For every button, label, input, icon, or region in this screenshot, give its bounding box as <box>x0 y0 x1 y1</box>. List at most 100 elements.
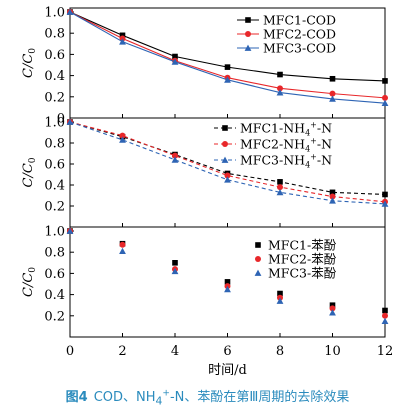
panel-2-series-3-point-2 <box>119 136 126 143</box>
panel-1-y-tick-label-5: 0.2 <box>44 90 65 105</box>
panel-1-legend-label-1: MFC1-COD <box>263 13 336 28</box>
x-tick-label-2: 2 <box>118 344 126 359</box>
panel-2-y-tick-label-2: 0.8 <box>44 137 65 152</box>
chart-figure: 1.00.80.60.40.20C/C0MFC1-CODMFC2-CODMFC3… <box>21 6 394 379</box>
panel-1-legend-marker-3 <box>244 44 252 51</box>
panel-3-series-3-point-2 <box>119 247 126 255</box>
panel-2-y-axis-label: C/C0 <box>21 157 38 187</box>
panel-3-series-1-point-6 <box>329 302 336 308</box>
panel-2-series-3-point-6 <box>329 197 336 204</box>
panel-2-series-1-line <box>69 121 386 195</box>
panel-1-y-tick-label-2: 0.8 <box>44 27 65 42</box>
panel-3-series-2-point-2 <box>119 241 126 248</box>
panel-1-frame <box>69 7 386 119</box>
caption-superscript: + <box>162 388 170 399</box>
panel-1-series-3-point-1 <box>66 8 74 15</box>
panel-3-series-1-point-7 <box>382 307 388 314</box>
panel-3-series-3-point-1 <box>66 227 74 234</box>
panel-2-legend-marker-3 <box>221 156 229 163</box>
panel-3-series-2-point-6 <box>329 305 336 312</box>
panel-3-y-tick-label-5: 0.2 <box>44 309 65 324</box>
panel-1-legend-label-3: MFC3-COD <box>263 41 336 56</box>
panel-2-series-2-point-3 <box>172 152 178 159</box>
panel-1-series-3-point-7 <box>381 99 389 107</box>
panel-3-y-tick-label-2: 0.8 <box>44 246 65 261</box>
panel-2-series-2-point-6 <box>329 193 336 200</box>
panel-2-legend-label-3: MFC3-NH4+-N <box>240 153 332 170</box>
panel-3-y-tick-label-3: 0.6 <box>44 267 65 282</box>
panel-2-series-3-point-1 <box>66 118 74 125</box>
panel-2-series-1-point-7 <box>382 191 388 198</box>
panel-3-series-3-point-4 <box>224 285 231 293</box>
panel-2-legend-marker-1 <box>222 125 228 131</box>
panel-3-series-1-point-3 <box>172 260 178 266</box>
caption-text-after: -N、苯酚在第Ⅲ周期的去除效果 <box>169 390 350 405</box>
caption-text-before: COD、NH <box>93 390 156 405</box>
panel-1-legend-label-2: MFC2-COD <box>263 27 336 42</box>
panel-1-y-tick-label-1: 1.0 <box>44 6 65 21</box>
panel-3-legend-marker-1 <box>255 242 261 248</box>
panel-1-series-1-point-7 <box>382 78 388 84</box>
panel-1-legend-marker-1 <box>245 17 251 23</box>
panel-3-y-axis-label: C/C0 <box>21 267 38 297</box>
panel-1-series-2-line <box>69 11 386 99</box>
panel-2-y-tick-label-1: 1.0 <box>44 116 65 131</box>
panel-3-series-3-point-3 <box>171 267 179 275</box>
panel-3-legend-marker-3 <box>254 269 262 276</box>
panel-3-legend-label-3: MFC3-苯酚 <box>268 266 337 281</box>
panel-3-series-3-point-6 <box>329 309 336 316</box>
panel-1-series-3-point-2 <box>119 38 126 45</box>
panel-3-series-1-point-5 <box>277 290 283 297</box>
panel-1-series-3-point-3 <box>171 58 179 65</box>
panel-3-series-3-point-7 <box>381 317 389 324</box>
panel-1-series-1-point-6 <box>329 75 336 82</box>
panel-2-series-3-line <box>69 121 386 205</box>
panel-3-legend-label-2: MFC2-苯酚 <box>268 252 337 267</box>
panel-2-y-tick-label-4: 0.4 <box>44 179 65 194</box>
panel-2-series-1-point-6 <box>329 189 336 196</box>
caption-number: 图4 <box>65 390 88 405</box>
panel-2-y-tick-label-5: 0.2 <box>44 200 65 215</box>
panel-1-series-1-line <box>69 11 386 82</box>
panel-2-y-tick-label-3: 0.6 <box>44 158 65 173</box>
x-tick-label-4: 6 <box>223 344 231 359</box>
panel-1-series-3-point-6 <box>329 95 336 102</box>
panel-2-legend-marker-2 <box>222 141 228 147</box>
panel-2-series-2-point-5 <box>277 184 283 191</box>
panel-2-series-3-point-4 <box>224 176 231 183</box>
panel-2-series-2-point-4 <box>224 172 231 179</box>
panel-3-series-2-point-7 <box>382 312 388 319</box>
panel-1-series-1-point-3 <box>172 53 178 60</box>
panel-1-legend-marker-2 <box>245 31 251 37</box>
x-axis-label: 时间/d <box>208 363 247 378</box>
panel-3-series-1-point-4 <box>224 279 231 285</box>
x-tick-label-3: 4 <box>171 344 179 359</box>
panel-3-y-tick-label-4: 0.4 <box>44 288 65 303</box>
panel-1-series-3-point-4 <box>224 76 231 83</box>
panel-3-series-3-point-5 <box>276 297 284 304</box>
panel-2-legend-label-1: MFC1-NH4+-N <box>240 121 332 138</box>
x-tick-label-5: 8 <box>276 344 284 359</box>
x-tick-label-7: 12 <box>377 344 394 359</box>
panel-2-series-3-point-3 <box>171 156 179 163</box>
panel-1-y-tick-label-6: 0 <box>57 112 65 127</box>
panel-1-y-axis-label: C/C0 <box>21 48 38 78</box>
figure-caption: 图4 COD、NH4+-N、苯酚在第Ⅲ周期的去除效果 <box>0 386 415 408</box>
panel-2-series-3-point-5 <box>276 188 284 196</box>
panel-1-series-3-line <box>69 11 386 104</box>
x-tick-label-6: 10 <box>324 344 341 359</box>
panel-1-series-1-point-2 <box>119 32 126 39</box>
panel-1-series-2-point-6 <box>329 90 336 97</box>
panel-2-legend-label-2: MFC2-NH4+-N <box>240 137 332 154</box>
panel-1-series-2-point-5 <box>277 85 283 92</box>
panel-3-y-tick-label-1: 1.0 <box>44 225 65 240</box>
panel-3-legend-marker-2 <box>255 256 261 262</box>
panel-3-legend-label-1: MFC1-苯酚 <box>268 238 337 253</box>
panel-1-series-1-point-5 <box>277 71 283 78</box>
panel-1-y-tick-label-3: 0.6 <box>44 48 65 63</box>
panel-2-series-2-point-2 <box>119 132 126 139</box>
panel-1-series-2-point-7 <box>382 94 388 101</box>
x-tick-label-1: 0 <box>66 344 74 359</box>
panel-1-y-tick-label-4: 0.4 <box>44 69 65 84</box>
panel-1-series-1-point-4 <box>224 64 231 70</box>
